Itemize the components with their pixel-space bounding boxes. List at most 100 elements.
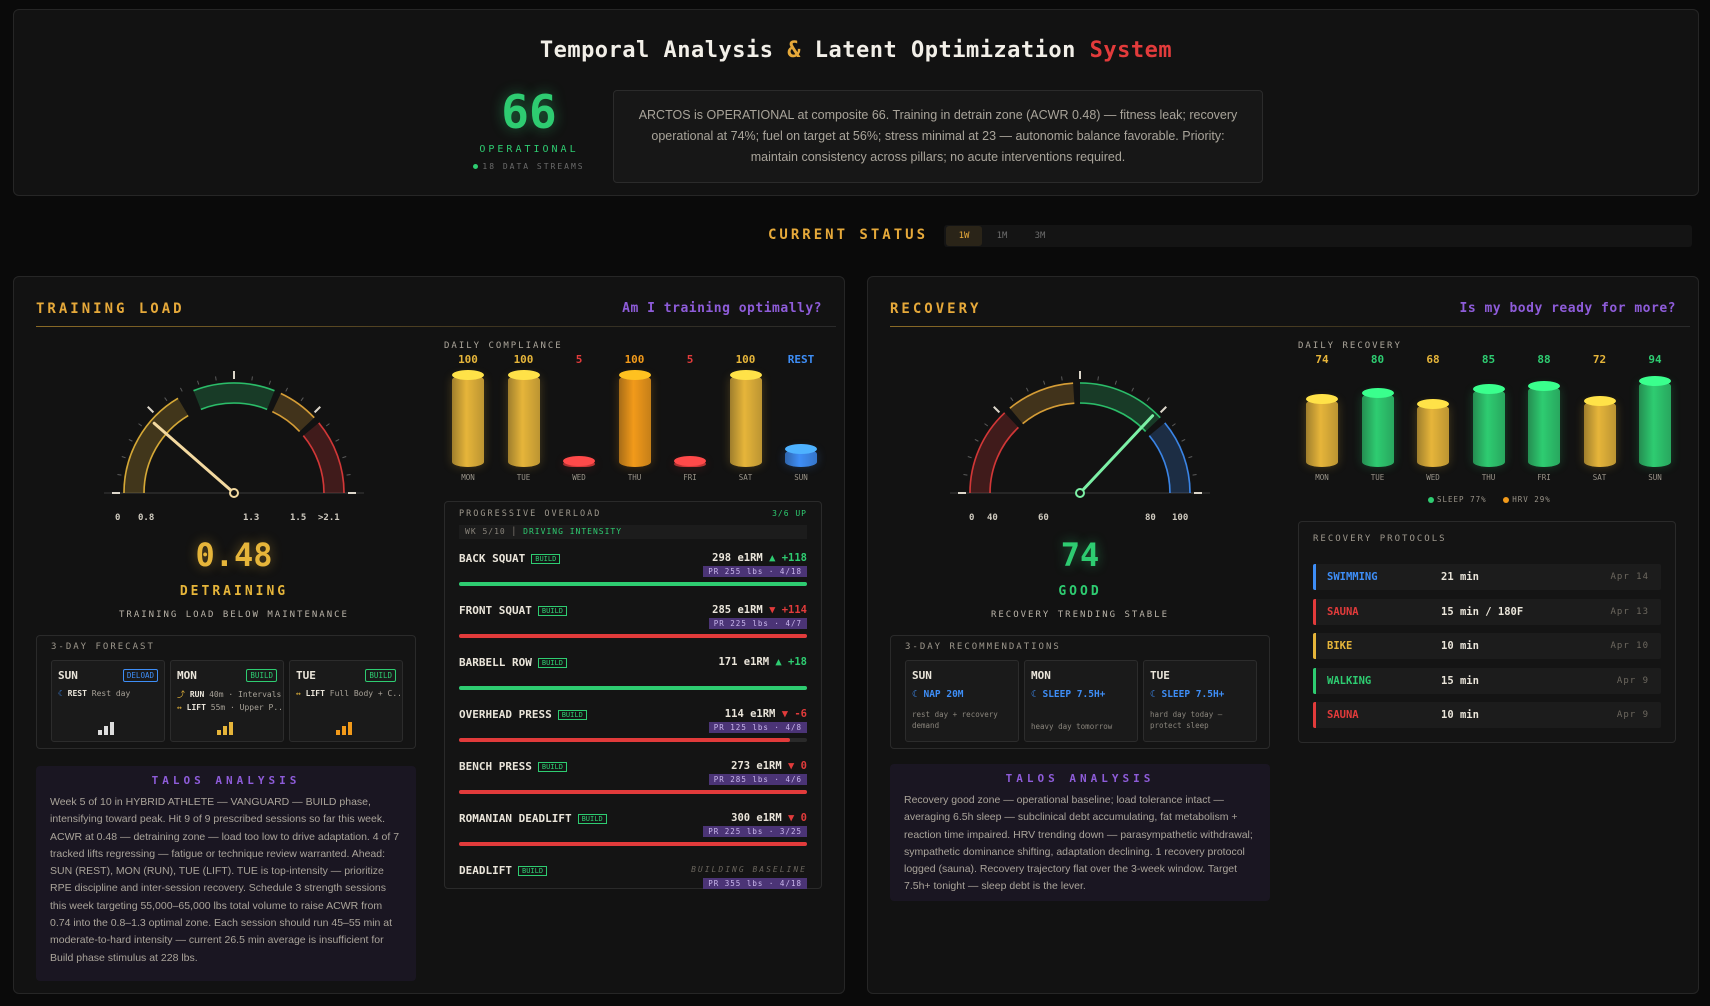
bar-cylinder[interactable] xyxy=(1417,399,1449,467)
lift-row[interactable]: FRONT SQUAT BUILD 285 e1RM ▼ +114 PR 225 lb… xyxy=(459,604,807,652)
bar-value-label: 94 xyxy=(1648,353,1662,366)
lift-progress-bar xyxy=(459,790,807,794)
lift-phase-badge: BUILD xyxy=(557,710,587,720)
bar-day-label: WED xyxy=(1426,473,1440,482)
day-name: TUE xyxy=(296,669,316,682)
forecast-line: ↔ LIFT Full Body + C... xyxy=(296,689,400,698)
recovery-legend: SLEEP 77% HRV 29% xyxy=(1428,495,1551,504)
lift-progress-bar xyxy=(459,686,807,690)
lift-row[interactable]: ROMANIAN DEADLIFT BUILD 300 e1RM ▼ 0 PR 225… xyxy=(459,812,807,860)
bar-cylinder[interactable] xyxy=(785,444,817,467)
protocols-box: RECOVERY PROTOCOLS SWIMMING 21 min Apr 14 S… xyxy=(1298,521,1676,743)
lift-row[interactable]: BARBELL ROW BUILD 171 e1RM ▲ +18 xyxy=(459,656,807,704)
lift-baseline: BUILDING BASELINE xyxy=(691,865,807,874)
run-icon: ⤴ xyxy=(177,690,185,699)
protocol-duration: 21 min xyxy=(1441,571,1479,583)
bar-cylinder[interactable] xyxy=(452,370,484,467)
bar-value-label: 100 xyxy=(735,353,756,366)
forecast-day-tue[interactable]: TUE BUILD ↔ LIFT Full Body + C... xyxy=(289,660,403,742)
day-name: SUN xyxy=(58,669,78,682)
protocol-row[interactable]: WALKING 15 min Apr 9 xyxy=(1313,667,1661,694)
protocols-title: RECOVERY PROTOCOLS xyxy=(1313,534,1447,544)
lift-pr-badge: PR 255 lbs · 4/18 xyxy=(703,566,807,577)
lift-progress-bar xyxy=(459,738,807,742)
lift-name: BARBELL ROW BUILD xyxy=(459,656,567,669)
bar-value-label: 100 xyxy=(458,353,478,366)
bar-day-label: SAT xyxy=(1592,473,1607,482)
bar-day-label: MON xyxy=(461,473,475,482)
bar-cylinder[interactable] xyxy=(674,456,706,467)
current-status-label: CURRENT STATUS xyxy=(768,227,929,243)
bar-cylinder[interactable] xyxy=(1528,381,1560,467)
daily-recovery-title: DAILY RECOVERY xyxy=(1298,341,1402,351)
gauge-tick-0: 0 xyxy=(969,513,975,523)
protocol-name: SAUNA xyxy=(1327,709,1359,721)
tab-1w[interactable]: 1W xyxy=(946,226,982,246)
gauge-hub xyxy=(1075,488,1085,498)
lift-row[interactable]: BENCH PRESS BUILD 273 e1RM ▼ 0 PR 285 lbs ·… xyxy=(459,760,807,808)
lift-pr-badge: PR 225 lbs · 4/7 xyxy=(708,618,807,629)
title-part-1: Temporal Analysis xyxy=(539,38,774,63)
lift-row[interactable]: DEADLIFT BUILD BUILDING BASELINE PR 355 lbs… xyxy=(459,864,807,912)
lift-progress-bar xyxy=(459,842,807,846)
protocol-row[interactable]: SAUNA 10 min Apr 9 xyxy=(1313,702,1661,728)
recommendation-action: ☾ NAP 20M xyxy=(912,689,964,700)
bar-cylinder[interactable] xyxy=(563,456,595,467)
protocol-row[interactable]: BIKE 10 min Apr 10 xyxy=(1313,633,1661,659)
forecast-line: ☾ REST Rest day xyxy=(58,689,131,698)
tab-1m[interactable]: 1M xyxy=(996,231,1008,241)
summary-box: ARCTOS is OPERATIONAL at composite 66. T… xyxy=(613,90,1263,183)
lift-pr-badge: PR 125 lbs · 4/8 xyxy=(708,722,807,733)
bar-value-label: 80 xyxy=(1370,353,1385,366)
bar-cylinder[interactable] xyxy=(729,370,762,467)
bar-value-label: 72 xyxy=(1592,353,1607,366)
analysis-title: TALOS ANALYSIS xyxy=(1005,772,1155,785)
bar-day-label: THU xyxy=(627,473,642,482)
recommendation-sun[interactable]: SUN ☾ NAP 20M rest day + recovery demand xyxy=(905,660,1019,742)
analysis-text: Week 5 of 10 in HYBRID ATHLETE — VANGUAR… xyxy=(50,796,400,964)
lift-phase-badge: BUILD xyxy=(537,606,567,616)
compliance-title: DAILY COMPLIANCE xyxy=(444,341,563,351)
training-gauge-word: DETRAINING xyxy=(179,584,289,599)
lift-name: BACK SQUAT BUILD xyxy=(459,552,561,565)
tab-3m[interactable]: 3M xyxy=(1034,231,1046,241)
training-gauge xyxy=(104,371,364,498)
gauge-zone xyxy=(969,412,1020,494)
protocol-row[interactable]: SAUNA 15 min / 180F Apr 13 xyxy=(1313,598,1661,625)
training-rule xyxy=(36,326,836,327)
lift-e1rm: 300 e1RM ▼ 0 xyxy=(731,812,807,824)
intensity-bars-icon xyxy=(98,721,122,735)
protocol-name: SWIMMING xyxy=(1327,571,1378,583)
protocol-name: SAUNA xyxy=(1327,605,1359,618)
bar-cylinder[interactable] xyxy=(507,370,540,467)
bar-cylinder[interactable] xyxy=(1639,376,1671,467)
time-range-bar xyxy=(944,225,1692,247)
recommendation-mon[interactable]: MON ☾ SLEEP 7.5H+ heavy day tomorrow xyxy=(1024,660,1138,742)
gauge-zone xyxy=(123,397,189,494)
lift-row[interactable]: BACK SQUAT BUILD 298 e1RM ▲ +118 PR 255 lbs… xyxy=(459,552,807,600)
day-badge: BUILD xyxy=(246,669,277,682)
bar-cylinder[interactable] xyxy=(1361,388,1394,467)
gauge-zone xyxy=(271,392,315,433)
lift-phase-badge: BUILD xyxy=(531,554,561,564)
forecast-day-mon[interactable]: MON BUILD ⤴ RUN 40m · Intervals ... ↔ LI… xyxy=(170,660,284,742)
bar-day-label: TUE xyxy=(1370,473,1385,482)
protocol-date: Apr 14 xyxy=(1610,572,1649,582)
recommendation-action: ☾ SLEEP 7.5H+ xyxy=(1150,689,1225,700)
legend-hrv-dot-icon xyxy=(1503,497,1510,503)
recommendation-tue[interactable]: TUE ☾ SLEEP 7.5H+ hard day today — prote… xyxy=(1143,660,1257,742)
bar-cylinder[interactable] xyxy=(1472,384,1505,467)
gauge-needle xyxy=(152,421,236,495)
bar-cylinder[interactable] xyxy=(1306,394,1338,467)
recovery-gauge-word: GOOD xyxy=(1058,584,1102,599)
bar-cylinder[interactable] xyxy=(618,370,651,467)
protocol-duration: 10 min xyxy=(1441,709,1479,721)
gauge-zone xyxy=(302,422,345,494)
protocol-row[interactable]: SWIMMING 21 min Apr 14 xyxy=(1313,564,1661,590)
gauge-tick-60: 60 xyxy=(1038,513,1049,523)
bar-cylinder[interactable] xyxy=(1583,396,1616,467)
title-part-2: Latent Optimization xyxy=(814,38,1076,63)
analysis-title: TALOS ANALYSIS xyxy=(151,774,301,787)
forecast-day-sun[interactable]: SUN DELOAD ☾ REST Rest day xyxy=(51,660,165,742)
lift-row[interactable]: OVERHEAD PRESS BUILD 114 e1RM ▼ -6 PR 125 l… xyxy=(459,708,807,756)
